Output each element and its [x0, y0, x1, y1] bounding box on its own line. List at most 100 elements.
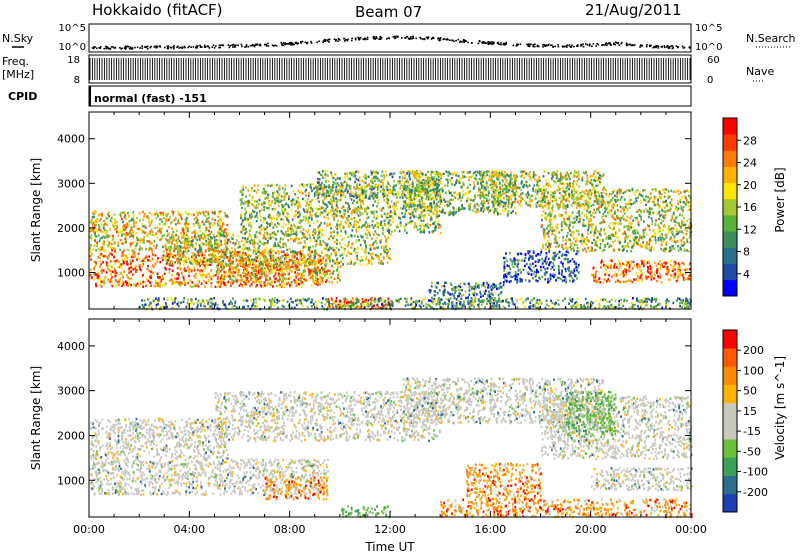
echo-cell — [262, 203, 264, 205]
echo-cell — [137, 239, 139, 241]
echo-cell — [291, 238, 293, 240]
echo-cell — [327, 191, 329, 193]
echo-cell — [322, 170, 324, 172]
echo-cell — [169, 238, 171, 240]
noise-point — [534, 46, 536, 48]
noise-panel: 10^5 10^0 10^5 10^0 — [59, 23, 723, 53]
echo-cell — [283, 286, 285, 288]
nave-right-tick-bottom: 0 — [707, 75, 713, 86]
echo-cell — [145, 248, 147, 250]
noise-point — [187, 47, 189, 49]
echo-cell — [256, 273, 258, 275]
echo-cell — [98, 214, 100, 216]
echo-cell — [353, 210, 355, 212]
echo-cell — [410, 217, 412, 219]
echo-cell — [204, 261, 206, 263]
echo-cell — [344, 173, 346, 175]
echo-cell — [232, 234, 234, 236]
echo-cell — [241, 185, 243, 187]
echo-cell — [243, 203, 245, 205]
echo-cell — [157, 215, 159, 217]
echo-cell — [371, 263, 373, 265]
echo-cell — [358, 171, 360, 173]
echo-cell — [225, 241, 227, 243]
echo-cell — [186, 251, 188, 253]
echo-cell — [93, 231, 95, 233]
echo-cell — [330, 172, 332, 174]
echo-cell — [271, 217, 273, 219]
echo-cell — [314, 263, 316, 265]
echo-cell — [210, 222, 212, 224]
echo-cell — [412, 170, 414, 172]
echo-cell — [281, 251, 283, 253]
echo-cell — [465, 176, 467, 178]
echo-cell — [198, 213, 200, 215]
echo-cell — [205, 249, 207, 251]
echo-cell — [371, 257, 373, 259]
echo-cell — [228, 256, 230, 258]
echo-cell — [326, 192, 328, 194]
echo-cell — [352, 202, 354, 204]
echo-cell — [389, 185, 391, 187]
echo-cell — [348, 226, 350, 228]
echo-cell — [347, 210, 349, 212]
echo-cell — [330, 186, 332, 188]
echo-cell — [242, 248, 244, 250]
echo-cell — [151, 214, 153, 216]
echo-cell — [194, 266, 196, 268]
echo-cell — [110, 219, 112, 221]
echo-cell — [151, 248, 153, 250]
echo-cell — [356, 252, 358, 254]
echo-cell — [238, 269, 240, 271]
echo-cell — [373, 215, 375, 217]
echo-cell — [160, 238, 162, 240]
echo-cell — [347, 191, 349, 193]
echo-cell — [314, 254, 316, 256]
echo-cell — [108, 280, 110, 282]
echo-cell — [352, 193, 354, 195]
echo-cell — [122, 226, 124, 228]
echo-cell — [388, 232, 390, 234]
echo-cell — [347, 184, 349, 186]
echo-cell — [283, 222, 285, 224]
echo-cell — [249, 259, 251, 261]
echo-cell — [234, 271, 236, 273]
echo-cell — [197, 283, 199, 285]
noise-point — [526, 44, 528, 46]
echo-cell — [127, 277, 129, 279]
echo-cell — [371, 188, 373, 190]
echo-cell — [342, 194, 344, 196]
noise-point — [516, 45, 518, 47]
echo-cell — [353, 224, 355, 226]
echo-cell — [316, 240, 318, 242]
noise-point — [460, 41, 462, 43]
echo-cell — [339, 275, 341, 277]
noise-point — [241, 46, 243, 48]
echo-cell — [286, 270, 288, 272]
echo-cell — [285, 193, 287, 195]
echo-cell — [130, 284, 132, 286]
echo-cell — [419, 225, 421, 227]
echo-cell — [390, 219, 392, 221]
echo-cell — [159, 212, 161, 214]
noise-point — [156, 45, 158, 47]
echo-cell — [356, 241, 358, 243]
echo-cell — [169, 216, 171, 218]
echo-cell — [310, 257, 312, 259]
echo-cell — [147, 240, 149, 242]
echo-cell — [377, 216, 379, 218]
echo-cell — [219, 239, 221, 241]
echo-cell — [270, 284, 272, 286]
echo-cell — [317, 197, 319, 199]
noise-point — [373, 38, 375, 40]
echo-cell — [182, 255, 184, 257]
echo-cell — [362, 200, 364, 202]
echo-cell — [399, 196, 401, 198]
echo-cell — [360, 204, 362, 206]
noise-point — [215, 45, 217, 47]
echo-cell — [303, 219, 305, 221]
echo-cell — [326, 186, 328, 188]
echo-cell — [166, 212, 168, 214]
echo-cell — [213, 254, 215, 256]
echo-cell — [177, 272, 179, 274]
